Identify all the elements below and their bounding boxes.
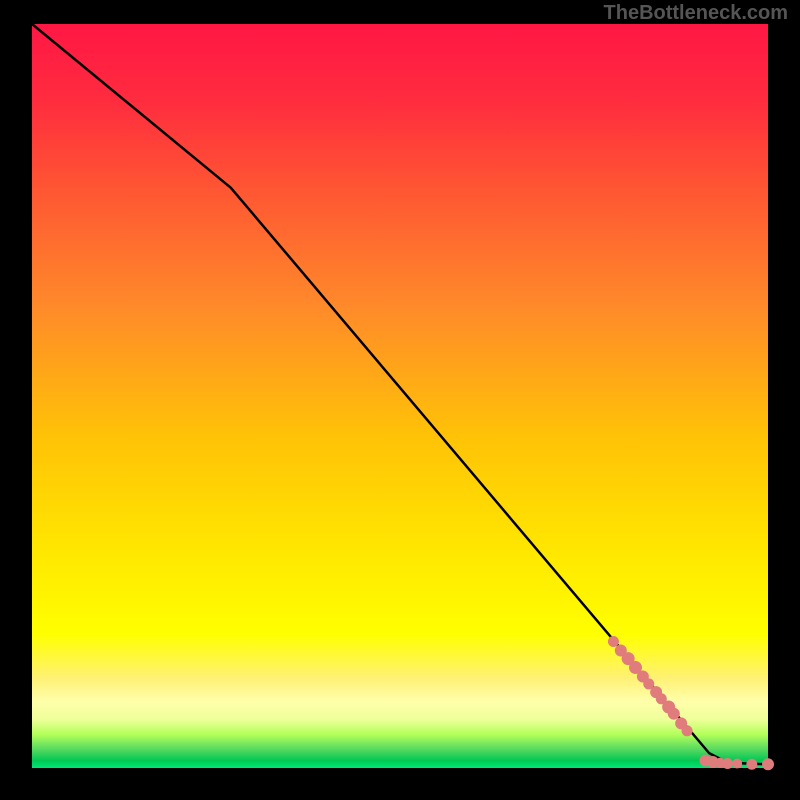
bottleneck-chart	[0, 0, 800, 800]
data-point	[747, 759, 757, 769]
data-point	[682, 726, 692, 736]
attribution-text: TheBottleneck.com	[604, 2, 788, 25]
data-point	[723, 759, 733, 769]
data-point	[668, 708, 679, 719]
data-point	[608, 637, 618, 647]
data-point	[644, 679, 654, 689]
data-point	[733, 759, 742, 768]
plot-area	[32, 24, 768, 768]
data-point	[763, 759, 774, 770]
chart-container: TheBottleneck.com	[0, 0, 800, 800]
